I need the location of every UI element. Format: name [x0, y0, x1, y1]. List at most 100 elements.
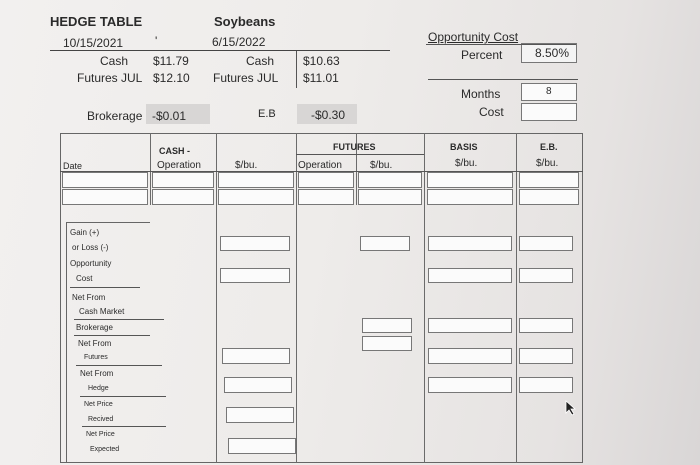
futures-price-cell-1[interactable]: [358, 172, 422, 188]
futures-operation-cell-2[interactable]: [298, 189, 354, 205]
opportunity-underline: [426, 44, 576, 45]
cash-price-cell-1[interactable]: [218, 172, 294, 188]
brokerage-label: Brokerage: [87, 109, 143, 123]
basis-brokerage-input[interactable]: [428, 318, 512, 333]
cash-price-cell-2[interactable]: [218, 189, 294, 205]
row-divider-5: [80, 396, 166, 397]
percent-label: Percent: [461, 48, 503, 62]
row-label-cost: Cost: [76, 274, 93, 283]
tick-mark: ': [155, 34, 158, 48]
row-divider-1: [70, 287, 140, 288]
row-label-futures: Futures: [84, 354, 108, 361]
col-divider-3: [296, 133, 297, 463]
row-label-net-from-futures: Net From: [78, 339, 112, 348]
row-label-net-from-cash: Net From: [72, 293, 106, 302]
col-divider-4: [356, 133, 357, 205]
brokerage-value: -$0.01: [152, 109, 187, 123]
futures-header-underline: [296, 154, 424, 155]
eb-net-hedge-input[interactable]: [519, 377, 573, 393]
basis-cell-1[interactable]: [427, 172, 513, 188]
months-value: 8: [546, 86, 552, 97]
basis-unit: $/bu.: [455, 158, 478, 169]
basis-opportunity-input[interactable]: [428, 268, 512, 283]
date-cell-2[interactable]: [62, 189, 148, 205]
futures-price-cell-2[interactable]: [358, 189, 422, 205]
opportunity-divider: [428, 79, 578, 80]
col-divider-1: [150, 133, 151, 205]
eb-opportunity-input[interactable]: [519, 268, 573, 283]
eb-brokerage-input[interactable]: [519, 318, 573, 333]
row-label-gain: Gain (+): [70, 228, 100, 237]
cash-label-start: Cash: [100, 54, 129, 68]
basis-header: BASIS: [450, 142, 478, 152]
cash-price-end: $10.63: [303, 54, 340, 68]
hedge-grid: [60, 133, 583, 463]
brokerage-input[interactable]: [362, 318, 412, 333]
net-price-expected-input[interactable]: [228, 438, 296, 454]
cash-operation-cell-1[interactable]: [152, 172, 214, 188]
row-divider-3: [74, 335, 150, 336]
eb-cell-2[interactable]: [519, 189, 579, 205]
futures-price-end: $11.01: [303, 71, 339, 85]
eb-unit: $/bu.: [536, 158, 559, 169]
brokerage-cell: [146, 104, 210, 124]
cost-label: Cost: [479, 105, 504, 119]
futures-gain-loss-input[interactable]: [360, 236, 410, 251]
eb-cell-1[interactable]: [519, 172, 579, 188]
net-from-futures-input[interactable]: [362, 336, 412, 351]
net-from-hedge-input[interactable]: [224, 377, 292, 393]
row-divider-6: [82, 426, 166, 427]
percent-input[interactable]: [521, 43, 577, 63]
percent-value: 8.50%: [535, 46, 570, 60]
row-label-hedge: Hedge: [88, 385, 109, 392]
row-label-brokerage: Brokerage: [76, 323, 113, 332]
cash-price-start: $11.79: [153, 54, 189, 68]
col-divider-6: [516, 133, 517, 463]
eb-value: -$0.30: [311, 108, 346, 122]
futures-operation-header: Operation: [298, 160, 342, 171]
result-labels-panel: [66, 222, 150, 463]
end-date: 6/15/2022: [212, 35, 266, 49]
row-label-net-price-received: Net Price: [84, 401, 113, 408]
cost-input[interactable]: [521, 103, 577, 121]
months-label: Months: [461, 87, 501, 101]
futures-header: FUTURES: [333, 142, 376, 152]
commodity-label: Soybeans: [214, 14, 276, 29]
header-bottom-line: [60, 171, 583, 172]
opportunity-cost-input[interactable]: [220, 268, 290, 283]
date-cell-1[interactable]: [62, 172, 148, 188]
eb-header: E.B.: [540, 142, 558, 152]
basis-cell-2[interactable]: [427, 189, 513, 205]
eb-gain-loss-input[interactable]: [519, 236, 573, 251]
opportunity-cost-title: Opportunity Cost: [428, 30, 519, 44]
row-label-expected: Expected: [90, 446, 120, 453]
mouse-cursor-icon: [565, 400, 577, 416]
cash-label-end: Cash: [246, 54, 275, 68]
date-column-header: Date: [63, 161, 83, 171]
row-label-received: Recived: [88, 416, 114, 423]
row-label-net-price-expected: Net Price: [86, 431, 115, 438]
col-divider-2: [216, 133, 217, 463]
basis-net-futures-input[interactable]: [428, 348, 512, 364]
eb-net-futures-input[interactable]: [519, 348, 573, 364]
cash-operation-cell-2[interactable]: [152, 189, 214, 205]
futures-per-bu-header: $/bu.: [370, 160, 393, 171]
net-from-futures-cash-input[interactable]: [222, 348, 290, 364]
cash-gain-loss-input[interactable]: [220, 236, 290, 251]
net-price-received-input[interactable]: [226, 407, 294, 423]
futures-price-start: $12.10: [153, 71, 190, 85]
futures-label-start: Futures JUL: [77, 71, 143, 85]
header-divider: [296, 51, 297, 88]
futures-operation-cell-1[interactable]: [298, 172, 354, 188]
eb-cell: [297, 104, 357, 124]
basis-gain-loss-input[interactable]: [428, 236, 512, 251]
col-divider-5: [424, 133, 425, 463]
header-underline: [50, 50, 390, 51]
months-input[interactable]: [521, 83, 577, 101]
row-label-net-from-hedge: Net From: [80, 369, 114, 378]
basis-net-hedge-input[interactable]: [428, 377, 512, 393]
row-divider-4: [76, 365, 162, 366]
start-date: 10/15/2021: [63, 36, 124, 50]
cash-per-bu-header: $/bu.: [235, 160, 258, 171]
